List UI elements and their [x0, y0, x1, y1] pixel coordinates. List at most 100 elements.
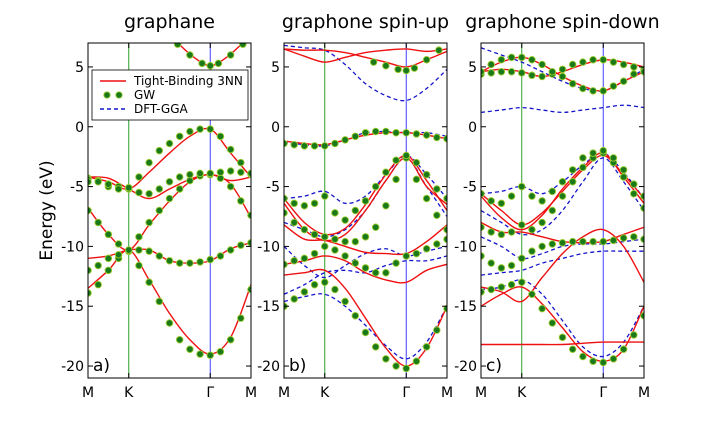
gw-point	[196, 350, 204, 358]
gw-point	[371, 182, 380, 191]
gw-point	[114, 251, 123, 259]
gw-point	[392, 259, 400, 267]
gw-point	[497, 283, 506, 291]
panel-title: graphone spin-up	[282, 11, 449, 33]
gw-point	[402, 128, 411, 137]
gw-point	[237, 197, 245, 205]
y-tick-label: -15	[257, 299, 280, 315]
tight-binding-band	[284, 48, 447, 63]
gw-point	[630, 233, 638, 241]
gw-point	[392, 156, 400, 164]
gw-point	[412, 249, 421, 258]
y-tick-label: 5	[271, 60, 280, 76]
gw-point	[135, 173, 143, 181]
gw-point	[412, 357, 421, 366]
gw-point	[206, 169, 214, 178]
gw-point	[206, 255, 214, 264]
dft-gga-band	[481, 104, 644, 114]
tight-binding-band	[284, 48, 447, 68]
gw-point	[331, 209, 339, 217]
gw-point	[609, 355, 618, 363]
gw-point	[186, 51, 194, 59]
gw-point	[579, 352, 587, 361]
gw-point	[94, 218, 102, 227]
plot-area	[88, 43, 251, 378]
gw-point	[433, 240, 441, 248]
tight-binding-band	[88, 173, 251, 251]
gw-point	[206, 61, 214, 70]
gw-point	[173, 43, 182, 48]
gw-point	[487, 285, 495, 294]
gw-point	[135, 233, 143, 241]
gw-point	[186, 170, 194, 179]
gw-point	[528, 71, 536, 80]
gw-point	[568, 60, 577, 69]
gw-point	[548, 206, 557, 215]
gw-point	[589, 56, 597, 64]
gw-point	[435, 46, 443, 54]
gw-point	[341, 216, 349, 224]
gw-point	[237, 158, 245, 167]
gw-point	[558, 192, 567, 200]
gw-point	[579, 58, 587, 66]
panel-label: c)	[486, 356, 502, 376]
gw-point	[321, 278, 329, 287]
gw-point	[88, 289, 92, 297]
x-tick-label: K	[124, 385, 134, 401]
x-tick-label: M	[475, 385, 487, 401]
dft-gga-band	[481, 236, 644, 260]
gw-point	[443, 194, 447, 203]
gw-point	[422, 56, 431, 64]
gw-point	[300, 201, 309, 210]
gw-point	[402, 66, 411, 75]
x-tick-label: Γ	[206, 385, 214, 401]
gw-point	[300, 142, 309, 150]
gw-point	[589, 149, 597, 157]
gw-point	[487, 259, 495, 267]
tight-binding-band	[88, 173, 251, 200]
tight-binding-band	[481, 228, 644, 303]
gw-point	[175, 132, 184, 141]
gw-point	[392, 362, 400, 370]
y-tick-label: -5	[463, 180, 477, 196]
gw-point	[226, 182, 235, 191]
gw-point	[548, 187, 557, 196]
gw-point	[341, 297, 349, 306]
dft-gga-band	[481, 250, 644, 276]
gw-point	[538, 197, 546, 205]
gw-point	[206, 125, 214, 133]
gw-point	[300, 288, 309, 296]
gw-point	[369, 58, 378, 66]
gw-point	[548, 240, 557, 248]
gw-point	[114, 240, 123, 248]
gw-point	[394, 65, 402, 74]
gw-point	[331, 139, 339, 148]
x-tick-label: K	[517, 385, 527, 401]
dft-gga-band	[284, 245, 447, 279]
gw-point	[114, 185, 123, 193]
gw-point	[196, 125, 204, 133]
gw-point	[619, 173, 628, 181]
gw-point	[165, 257, 174, 265]
y-tick-label: -10	[61, 239, 84, 255]
gw-point	[382, 61, 390, 70]
dft-gga-band	[284, 255, 447, 295]
tight-binding-band	[481, 286, 644, 362]
y-tick-label: 0	[271, 120, 280, 136]
dft-gga-band	[481, 157, 644, 236]
gw-point	[88, 266, 92, 275]
y-tick-label: -10	[257, 239, 280, 255]
gw-point	[443, 235, 447, 243]
panel-3: graphone spin-down 5 0 -5 -10 -15 -20 M K Γ Mc)	[454, 11, 660, 401]
gw-point	[145, 158, 153, 167]
gw-point	[155, 252, 164, 260]
x-tick-label: Γ	[599, 385, 607, 401]
gw-point	[361, 197, 370, 205]
gw-point	[538, 72, 546, 81]
plot-area	[481, 43, 644, 378]
gw-point	[507, 261, 516, 270]
gw-point	[290, 140, 298, 149]
gw-point	[412, 175, 421, 184]
gw-point	[640, 312, 644, 320]
